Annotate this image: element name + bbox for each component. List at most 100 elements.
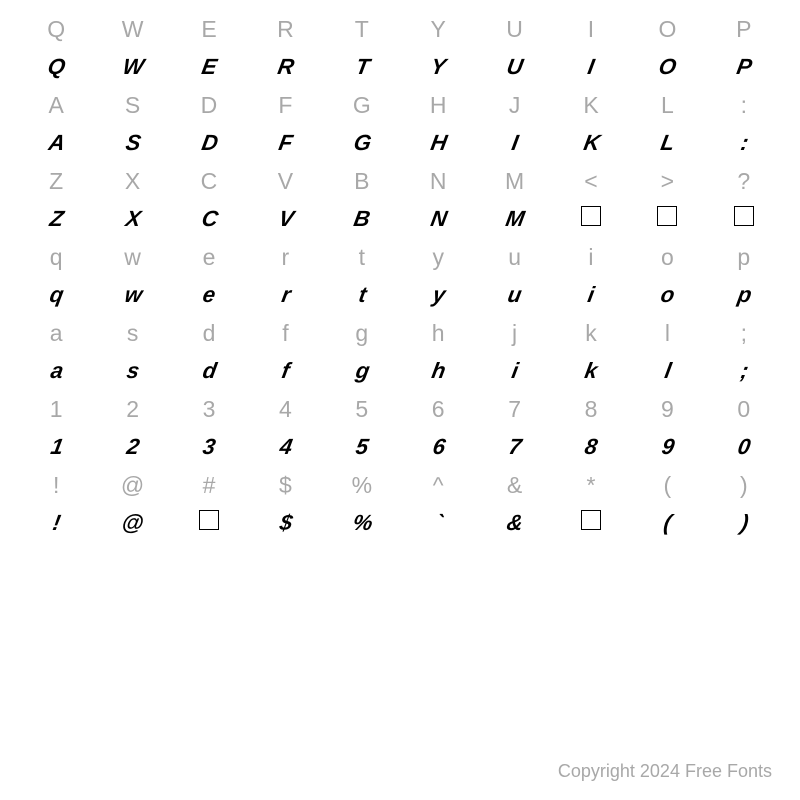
reference-glyph: W: [122, 16, 144, 43]
reference-glyph: R: [277, 16, 294, 43]
reference-glyph: %: [352, 472, 372, 499]
display-glyph: D: [199, 130, 218, 156]
display-glyph: V: [276, 206, 294, 232]
reference-glyph: !: [53, 472, 59, 499]
reference-glyph: $: [279, 472, 292, 499]
display-glyph: Y: [429, 54, 447, 80]
reference-glyph: >: [661, 168, 674, 195]
font-specimen-grid: QWERTYUIOPQWERTYUIOPASDFGHJKL:ASDFGHIKL:…: [18, 10, 782, 542]
display-glyph: X: [123, 206, 141, 232]
display-glyph: k: [583, 358, 599, 384]
display-glyph: H: [428, 130, 447, 156]
display-glyph: B: [352, 206, 371, 232]
reference-glyph: f: [282, 320, 288, 347]
missing-glyph-box: [581, 510, 601, 530]
display-glyph: P: [735, 54, 753, 80]
display-glyph: N: [428, 206, 447, 232]
display-glyph: i: [510, 358, 520, 384]
reference-glyph: w: [124, 244, 141, 271]
display-glyph: M: [504, 206, 526, 232]
display-glyph: ): [738, 510, 749, 536]
reference-glyph: 7: [508, 396, 521, 423]
display-glyph: [581, 206, 601, 232]
display-glyph: a: [48, 358, 64, 384]
display-glyph: 8: [583, 434, 599, 460]
reference-glyph: Z: [49, 168, 63, 195]
reference-glyph: J: [509, 92, 521, 119]
reference-glyph: y: [432, 244, 444, 271]
display-glyph: A: [46, 130, 65, 156]
display-glyph: E: [200, 54, 218, 80]
missing-glyph-box: [581, 206, 601, 226]
reference-glyph: M: [505, 168, 524, 195]
display-glyph: l: [663, 358, 673, 384]
display-glyph: g: [353, 358, 370, 384]
reference-glyph: 3: [203, 396, 216, 423]
display-glyph: f: [280, 358, 291, 384]
display-glyph: h: [430, 358, 447, 384]
display-glyph: [734, 206, 754, 232]
display-glyph: 2: [125, 434, 141, 460]
reference-glyph: d: [203, 320, 216, 347]
reference-glyph: e: [203, 244, 216, 271]
display-glyph: d: [200, 358, 217, 384]
display-glyph: [199, 510, 219, 536]
reference-glyph: #: [203, 472, 216, 499]
display-glyph: s: [125, 358, 141, 384]
display-glyph: L: [659, 130, 676, 156]
display-glyph: 3: [201, 434, 217, 460]
reference-glyph: o: [661, 244, 674, 271]
display-glyph: w: [122, 282, 143, 308]
reference-glyph: 9: [661, 396, 674, 423]
reference-glyph: 2: [126, 396, 139, 423]
missing-glyph-box: [199, 510, 219, 530]
display-glyph: 6: [430, 434, 446, 460]
display-glyph: S: [123, 130, 141, 156]
reference-glyph: s: [127, 320, 139, 347]
display-glyph: G: [351, 130, 372, 156]
display-glyph: e: [201, 282, 217, 308]
display-glyph: u: [506, 282, 523, 308]
display-glyph: q: [48, 282, 65, 308]
reference-glyph: C: [201, 168, 218, 195]
reference-glyph: G: [353, 92, 371, 119]
reference-glyph: ^: [433, 472, 444, 499]
display-glyph: 5: [354, 434, 370, 460]
reference-glyph: ;: [741, 320, 747, 347]
copyright-text: Copyright 2024 Free Fonts: [558, 761, 772, 782]
reference-glyph: A: [49, 92, 64, 119]
reference-glyph: h: [432, 320, 445, 347]
display-glyph: Q: [46, 54, 67, 80]
display-glyph: 7: [507, 434, 523, 460]
reference-glyph: N: [430, 168, 447, 195]
reference-glyph: j: [512, 320, 517, 347]
reference-glyph: u: [508, 244, 521, 271]
reference-glyph: k: [585, 320, 597, 347]
reference-glyph: t: [359, 244, 365, 271]
display-glyph: 1: [48, 434, 64, 460]
reference-glyph: E: [201, 16, 216, 43]
reference-glyph: ?: [737, 168, 750, 195]
display-glyph: %: [350, 510, 373, 536]
reference-glyph: @: [121, 472, 144, 499]
reference-glyph: i: [588, 244, 593, 271]
reference-glyph: P: [736, 16, 751, 43]
display-glyph: K: [581, 130, 600, 156]
display-glyph: 4: [277, 434, 293, 460]
reference-glyph: <: [584, 168, 597, 195]
reference-glyph: ): [740, 472, 748, 499]
display-glyph: 0: [736, 434, 752, 460]
reference-glyph: D: [201, 92, 218, 119]
reference-glyph: *: [587, 472, 596, 499]
display-glyph: C: [199, 206, 218, 232]
missing-glyph-box: [657, 206, 677, 226]
display-glyph: U: [505, 54, 524, 80]
reference-glyph: Y: [431, 16, 446, 43]
reference-glyph: Q: [47, 16, 65, 43]
reference-glyph: 6: [432, 396, 445, 423]
reference-glyph: V: [278, 168, 293, 195]
display-glyph: !: [51, 510, 62, 536]
display-glyph: Z: [48, 206, 65, 232]
reference-glyph: U: [506, 16, 523, 43]
reference-glyph: I: [588, 16, 594, 43]
